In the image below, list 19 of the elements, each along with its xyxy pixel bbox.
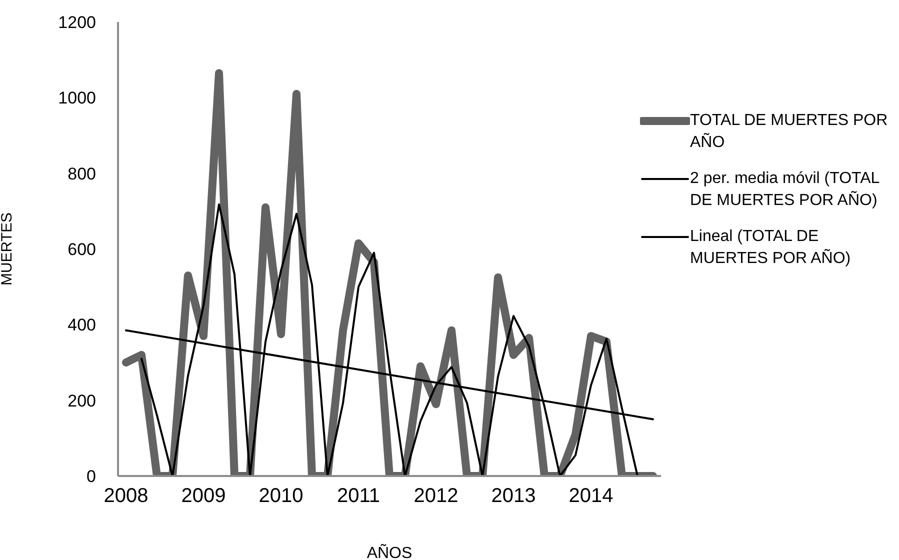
y-tick-label: 1200: [58, 13, 96, 32]
x-tick-label: 2012: [414, 485, 458, 508]
y-tick-label: 800: [68, 164, 96, 184]
legend-label: TOTAL DE MUERTES POR AÑO: [690, 111, 889, 153]
y-tick-label: 200: [68, 391, 96, 410]
y-tick-label: 1000: [58, 88, 96, 108]
legend-label: Lineal (TOTAL DE MUERTES POR AÑO): [690, 227, 852, 269]
y-tick-label: 600: [68, 240, 96, 260]
legend-label: 2 per. media móvil (TOTAL DE MUERTES POR AÑO): [690, 169, 880, 211]
x-tick-label: 2010: [258, 485, 304, 508]
y-axis-title: MUERTES: [0, 212, 16, 286]
x-tick-label: 2014: [568, 485, 614, 508]
x-tick-label: 2008: [104, 485, 148, 508]
x-tick-label: 2013: [491, 485, 536, 508]
y-tick-label: 400: [68, 316, 96, 335]
x-tick-label: 2009: [181, 485, 226, 508]
x-tick-label: 2011: [336, 485, 380, 508]
x-axis-title: AÑOS: [366, 543, 412, 560]
y-tick-label: 0: [86, 467, 96, 486]
